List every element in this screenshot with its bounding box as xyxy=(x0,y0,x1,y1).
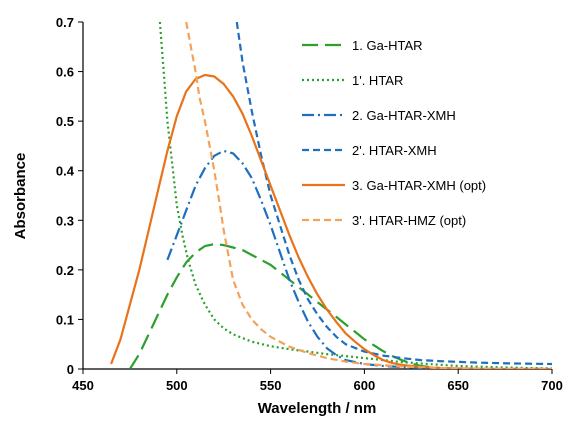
y-tick-label: 0.6 xyxy=(56,65,74,80)
y-ticks: 0 0.1 0.2 0.3 0.4 0.5 0.6 0.7 xyxy=(56,15,83,377)
series-line-2 xyxy=(158,22,552,369)
series-line-6 xyxy=(185,22,552,369)
x-tick-label: 450 xyxy=(72,378,94,393)
y-tick-label: 0.7 xyxy=(56,15,74,30)
legend: 1. Ga-HTAR 1'. HTAR 2. Ga-HTAR-XMH 2'. HTAR… xyxy=(302,38,486,228)
x-ticks: 450 500 550 600 650 700 xyxy=(72,369,563,393)
legend-label-2: 1'. HTAR xyxy=(352,73,403,88)
series-group xyxy=(110,22,552,369)
x-tick-label: 600 xyxy=(354,378,376,393)
y-tick-label: 0.2 xyxy=(56,263,74,278)
y-tick-label: 0.3 xyxy=(56,213,74,228)
series-line-5 xyxy=(110,73,552,369)
y-tick-label: 0.1 xyxy=(56,312,74,327)
x-tick-label: 650 xyxy=(447,378,469,393)
series-line-1 xyxy=(128,243,552,369)
legend-label-3: 2. Ga-HTAR-XMH xyxy=(352,108,456,123)
legend-label-4: 2'. HTAR-XMH xyxy=(352,143,437,158)
x-tick-label: 500 xyxy=(166,378,188,393)
x-tick-label: 700 xyxy=(541,378,563,393)
legend-label-5: 3. Ga-HTAR-XMH (opt) xyxy=(352,178,486,193)
axes xyxy=(82,22,552,370)
x-axis-title: Wavelength / nm xyxy=(258,400,377,417)
y-tick-label: 0.5 xyxy=(56,114,74,129)
legend-label-1: 1. Ga-HTAR xyxy=(352,38,423,53)
legend-label-6: 3'. HTAR-HMZ (opt) xyxy=(352,213,466,228)
y-axis-title: Absorbance xyxy=(12,153,29,240)
x-tick-label: 550 xyxy=(260,378,282,393)
y-tick-label: 0.4 xyxy=(56,164,75,179)
series-line-3 xyxy=(166,149,440,369)
y-tick-label: 0 xyxy=(67,362,74,377)
